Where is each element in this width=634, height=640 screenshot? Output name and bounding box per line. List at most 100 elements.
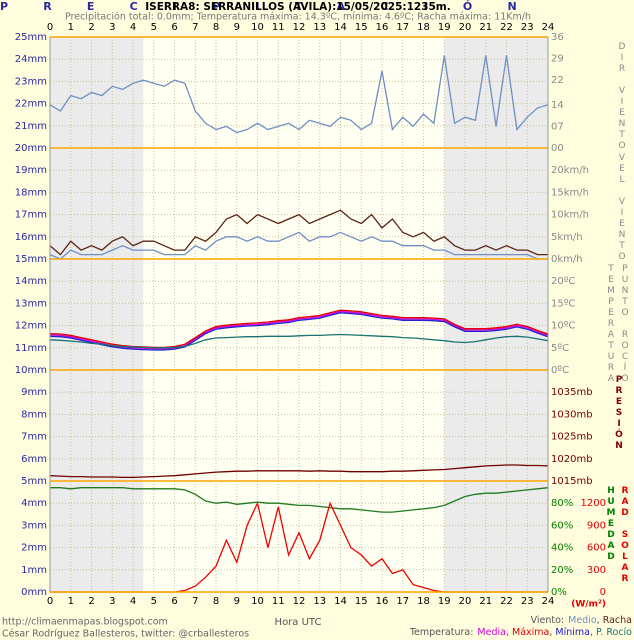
legend: Viento:MedioRachaTemperatura:MediaMáxima…: [410, 615, 632, 639]
x-tick-label: 10: [251, 596, 264, 607]
chart-title: ISERRA8: SERRANILLOS (AVILA):15/05/2025:…: [145, 1, 451, 13]
x-axis-label: Hora UTC: [275, 617, 322, 628]
x-tick-label: 18: [417, 22, 430, 33]
series-line: [49, 312, 549, 351]
x-tick-label: 7: [192, 596, 198, 607]
y-tick-label: 6mm: [21, 454, 47, 465]
chart-subtitle: Precipitación total: 0.0mm; Temperatura …: [65, 12, 531, 23]
y-tick-label: 9mm: [21, 387, 47, 398]
x-tick-label: 17: [396, 22, 409, 33]
y2-tick-label: 300: [587, 565, 606, 576]
author: César Rodríguez Ballesteros, twitter: @c…: [2, 629, 249, 640]
x-tick-label: 22: [500, 596, 513, 607]
x-tick-label: 19: [438, 596, 451, 607]
y-tick-label: 19mm: [15, 165, 47, 176]
y-tick-label: 8mm: [21, 409, 47, 420]
x-tick-label: 1: [68, 22, 74, 33]
night-shade: [444, 37, 548, 592]
series-line: [49, 55, 549, 134]
series-line: [49, 333, 549, 349]
y-tick-label: 1015mb: [551, 476, 593, 487]
x-tick-label: 9: [234, 596, 240, 607]
x-tick-label: 1: [68, 596, 74, 607]
y-tick-label: 4mm: [21, 498, 47, 509]
side-label: PUNTO ROCÍO: [620, 264, 630, 385]
y-tick-label: 20mm: [15, 143, 47, 154]
legend-entry: Mínima: [555, 627, 596, 638]
legend-label: Temperatura:: [409, 627, 474, 638]
y-tick-label: 80%: [551, 498, 573, 509]
y2-tick-label: 0: [600, 587, 606, 598]
x-tick-label: 8: [213, 22, 219, 33]
y-tick-label: 12mm: [15, 321, 47, 332]
y-tick-label: 17mm: [15, 210, 47, 221]
x-tick-label: 13: [313, 596, 326, 607]
legend-label: Viento:: [530, 615, 565, 626]
y-tick-label: 25mm: [15, 32, 47, 43]
x-tick-label: 19: [438, 22, 451, 33]
x-tick-label: 15: [355, 22, 368, 33]
y-tick-label: 16mm: [15, 232, 47, 243]
y-tick-label: 15km/h: [551, 187, 589, 198]
x-tick-label: 18: [417, 596, 430, 607]
x-tick-label: 17: [396, 596, 409, 607]
side-label: RAD SOLAR: [620, 486, 630, 585]
y-tick-label: 29: [551, 54, 564, 65]
y-tick-label: 40%: [551, 543, 573, 554]
legend-entry: Máxima: [512, 627, 555, 638]
x-tick-label: 2: [88, 596, 94, 607]
x-tick-label: 14: [334, 596, 347, 607]
y-tick-label: 20km/h: [551, 165, 589, 176]
series-line: [49, 310, 549, 350]
series-line: [50, 487, 549, 513]
x-tick-label: 7: [192, 22, 198, 33]
y-tick-label: 0km/h: [551, 254, 583, 265]
x-tick-label: 12: [293, 596, 306, 607]
y-tick-label: 18mm: [15, 187, 47, 198]
y-tick-label: 23mm: [15, 76, 47, 87]
x-tick-label: 12: [293, 22, 306, 33]
x-tick-label: 11: [272, 22, 285, 33]
y-tick-label: 1035mb: [551, 387, 593, 398]
y-tick-label: 11mm: [15, 343, 47, 354]
y-tick-label: 14mm: [15, 276, 47, 287]
y-tick-label: 2mm: [21, 543, 47, 554]
y-tick-label: 14: [551, 100, 564, 111]
series-line: [49, 464, 549, 479]
side-label: PRESIÓN: [614, 375, 624, 452]
legend-entry: Media: [477, 627, 512, 638]
x-tick-label: 11: [272, 596, 285, 607]
series-line: [49, 209, 548, 256]
y-tick-label: 7mm: [21, 432, 47, 443]
y-tick-label: 3mm: [21, 520, 47, 531]
side-label: VEL VIENTO: [617, 153, 627, 263]
y-tick-label: 0%: [551, 587, 567, 598]
x-tick-label: 23: [521, 22, 534, 33]
y2-tick-label: 600: [587, 543, 606, 554]
x-tick-label: 13: [313, 22, 326, 33]
y-tick-label: 5km/h: [551, 232, 583, 243]
y-tick-label: 1mm: [21, 565, 47, 576]
y-tick-label: 10ºC: [551, 321, 575, 332]
x-tick-label: 4: [130, 22, 136, 33]
y-tick-label: 60%: [551, 520, 573, 531]
x-tick-label: 4: [130, 596, 136, 607]
y-tick-label: 20%: [551, 565, 573, 576]
series-line: [49, 231, 548, 260]
side-label: HUMEDAD: [606, 486, 616, 563]
y-tick-label: 21mm: [15, 121, 47, 132]
y-tick-label: 1020mb: [551, 454, 593, 465]
x-tick-label: 16: [376, 22, 389, 33]
x-tick-label: 6: [171, 22, 177, 33]
x-tick-label: 24: [542, 596, 555, 607]
y-tick-label: 22: [551, 75, 564, 86]
x-tick-label: 3: [109, 22, 115, 33]
x-tick-label: 23: [521, 596, 534, 607]
y2-tick-label: 900: [587, 520, 606, 531]
x-tick-label: 9: [234, 22, 240, 33]
x-tick-label: 21: [479, 596, 492, 607]
x-tick-label: 3: [109, 596, 115, 607]
x-tick-label: 24: [542, 22, 555, 33]
